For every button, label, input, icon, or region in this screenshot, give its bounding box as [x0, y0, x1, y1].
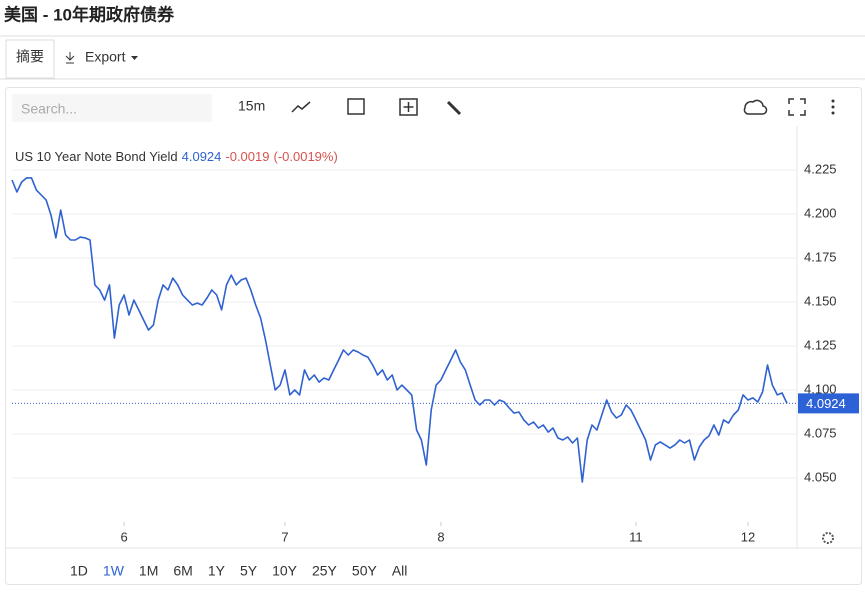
x-tick-label: 12 [741, 529, 755, 544]
range-button[interactable]: 1W [103, 563, 125, 579]
settings-icon[interactable] [446, 100, 462, 116]
range-button[interactable]: 1D [70, 563, 88, 579]
add-icon[interactable] [399, 98, 418, 116]
legend-text: -0.0019 [225, 149, 269, 164]
menu-dot[interactable] [831, 111, 835, 115]
search-placeholder[interactable]: Search... [21, 101, 77, 117]
y-tick-label: 4.150 [804, 293, 837, 308]
chart-type-icon[interactable] [291, 101, 311, 113]
last-price-box [798, 393, 859, 414]
range-button[interactable]: 10Y [272, 563, 298, 579]
y-tick-label: 4.225 [804, 161, 837, 176]
legend-text: 4.0924 [182, 149, 222, 164]
range-button[interactable]: 1Y [208, 563, 226, 579]
menu-dot[interactable] [831, 99, 835, 103]
y-tick-label: 4.075 [804, 425, 837, 440]
x-tick-label: 11 [629, 529, 643, 544]
x-tick-label: 8 [437, 529, 444, 544]
x-tick-label: 6 [120, 529, 127, 544]
interval[interactable]: 15m [238, 98, 265, 114]
tab-active[interactable] [5, 39, 55, 79]
fullscreen-icon[interactable] [788, 98, 806, 116]
chart-frame [5, 87, 862, 585]
y-tick-label: 4.175 [804, 249, 837, 264]
range-button[interactable]: 1M [139, 563, 158, 579]
add-icon-plus [403, 102, 414, 112]
export-icon [65, 52, 75, 64]
y-tick-label: 4.200 [804, 205, 837, 220]
legend-text: (-0.0019%) [273, 149, 337, 164]
legend-entry: US 10 Year Note Bond Yield 4.0924 -0.0019 (… [15, 149, 338, 164]
range-button[interactable]: 6M [173, 563, 192, 579]
range-button[interactable]: 5Y [240, 563, 258, 579]
y-tick-label: 4.100 [804, 381, 837, 396]
legend: US 10 Year Note Bond Yield 4.0924 -0.0019 (… [15, 149, 338, 164]
x-tick-label: 7 [281, 529, 288, 544]
tab[interactable]: 摘要 [16, 49, 44, 65]
last-price-label: 4.0924 [806, 396, 846, 411]
download-icon[interactable] [743, 99, 768, 115]
page-title: 美国 - 10年期政府债券 [4, 4, 175, 24]
range-button[interactable]: 50Y [352, 563, 378, 579]
menu-dot[interactable] [831, 105, 835, 109]
range-button[interactable]: 25Y [312, 563, 338, 579]
y-tick-label: 4.050 [804, 469, 837, 484]
calendar-icon[interactable] [347, 98, 365, 115]
y-tick-label: 4.125 [804, 337, 837, 352]
tab[interactable]: Export [85, 49, 126, 65]
legend-text: US 10 Year Note Bond Yield [15, 149, 178, 164]
price-line [11, 177, 788, 483]
caret [131, 56, 138, 60]
search-box[interactable] [12, 94, 212, 122]
range-button[interactable]: All [392, 563, 408, 579]
axis-settings-icon[interactable] [822, 532, 834, 544]
